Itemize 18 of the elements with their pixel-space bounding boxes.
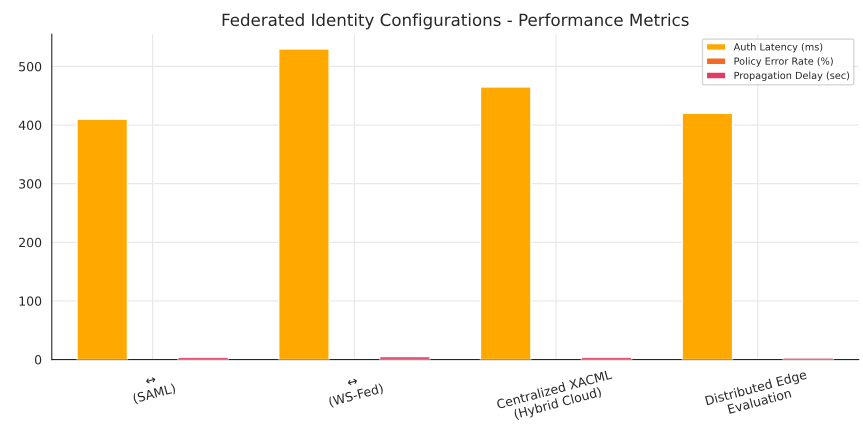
legend-label: Policy Error Rate (%) [734,57,833,67]
y-tick-label: 500 [19,62,42,72]
x-tick-label: ↔ (SAML) [132,376,176,405]
y-tick-label: 0 [34,354,42,364]
bar [378,356,431,360]
y-tick-label: 400 [18,120,42,130]
bar [681,112,734,360]
y-tick-label: 200 [19,238,42,248]
bar [76,118,128,360]
legend-label: Propagation Delay (sec) [734,72,850,81]
y-tick-label: 100 [20,296,42,306]
bar [580,356,632,360]
bar [278,48,330,360]
y-tick-label: 300 [19,179,42,189]
bar [480,86,532,360]
legend-label: Auth Latency (ms) [734,42,822,52]
bar [177,356,229,360]
chart-title: Federated Identity Configurations - Performance Metrics [222,13,689,30]
